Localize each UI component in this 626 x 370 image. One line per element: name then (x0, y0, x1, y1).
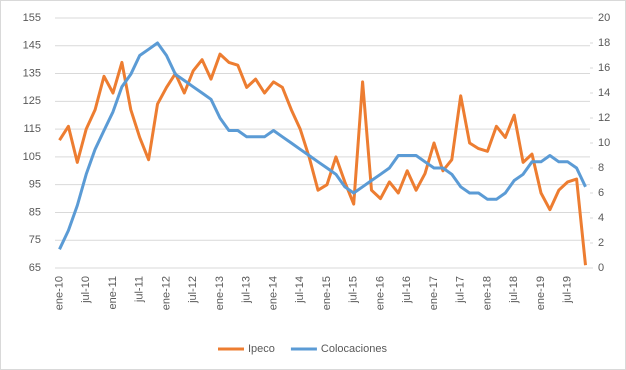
x-tick-label: jul-17 (455, 276, 467, 304)
x-tick-label: jul-12 (187, 276, 199, 304)
y2-tick-label: 20 (598, 12, 610, 24)
y-tick-label: 65 (29, 262, 41, 274)
line-series (58, 52, 587, 266)
x-tick-label: ene-12 (160, 276, 172, 310)
y-tick-label: 155 (23, 12, 41, 24)
x-tick-label: ene-14 (267, 276, 279, 310)
y2-tick-label: 2 (598, 237, 604, 249)
y2-tick-label: 0 (598, 262, 604, 274)
y-tick-label: 105 (23, 151, 41, 163)
legend-label: Ipeco (248, 343, 275, 355)
y2-tick-label: 8 (598, 162, 604, 174)
y-tick-label: 125 (23, 95, 41, 107)
x-tick-label: jul-15 (348, 276, 360, 304)
y2-tick-label: 12 (598, 112, 610, 124)
x-tick-label: jul-13 (241, 276, 253, 304)
x-tick-label: jul-10 (80, 276, 92, 304)
x-tick-label: jul-14 (294, 276, 306, 304)
y-tick-label: 95 (29, 179, 41, 191)
x-tick-label: jul-19 (562, 276, 574, 304)
x-tick-label: ene-13 (214, 276, 226, 310)
y2-tick-label: 4 (598, 212, 604, 224)
y-tick-label: 145 (23, 40, 41, 52)
y-tick-label: 135 (23, 67, 41, 79)
x-tick-label: ene-19 (535, 276, 547, 310)
x-tick-label: ene-11 (107, 276, 119, 309)
x-tick-label: ene-10 (53, 276, 65, 310)
y2-tick-label: 14 (598, 87, 610, 99)
x-tick-label: jul-18 (508, 276, 520, 304)
x-tick-label: ene-15 (321, 276, 333, 310)
x-tick-label: ene-18 (481, 276, 493, 310)
x-tick-label: jul-11 (134, 276, 146, 303)
x-tick-label: ene-16 (374, 276, 386, 310)
line-series (58, 41, 587, 250)
y2-tick-label: 6 (598, 187, 604, 199)
y-tick-label: 85 (29, 206, 41, 218)
x-tick-label: jul-16 (401, 276, 413, 304)
y-tick-label: 115 (23, 123, 41, 135)
legend-label: Colocaciones (321, 343, 388, 355)
y2-tick-label: 10 (598, 137, 610, 149)
x-tick-label: ene-17 (428, 276, 440, 310)
y2-tick-label: 18 (598, 37, 610, 49)
y-tick-label: 75 (29, 234, 41, 246)
y2-tick-label: 16 (598, 62, 610, 74)
